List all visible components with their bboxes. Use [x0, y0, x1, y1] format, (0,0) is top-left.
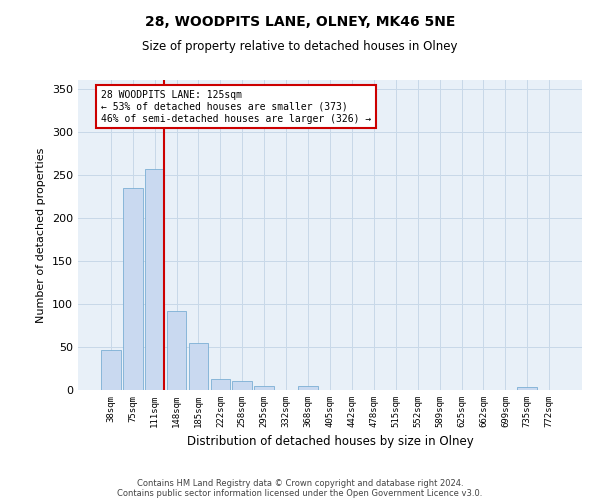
Bar — [145, 168, 164, 390]
X-axis label: Distribution of detached houses by size in Olney: Distribution of detached houses by size … — [187, 436, 473, 448]
Bar — [188, 342, 208, 390]
Bar — [211, 379, 230, 390]
Text: Contains public sector information licensed under the Open Government Licence v3: Contains public sector information licen… — [118, 488, 482, 498]
Bar — [123, 188, 143, 390]
Bar — [232, 382, 252, 390]
Text: 28, WOODPITS LANE, OLNEY, MK46 5NE: 28, WOODPITS LANE, OLNEY, MK46 5NE — [145, 15, 455, 29]
Bar — [167, 311, 187, 390]
Bar — [298, 386, 318, 390]
Bar — [517, 388, 537, 390]
Y-axis label: Number of detached properties: Number of detached properties — [37, 148, 46, 322]
Text: 28 WOODPITS LANE: 125sqm
← 53% of detached houses are smaller (373)
46% of semi-: 28 WOODPITS LANE: 125sqm ← 53% of detach… — [101, 90, 371, 124]
Text: Size of property relative to detached houses in Olney: Size of property relative to detached ho… — [142, 40, 458, 53]
Bar — [254, 386, 274, 390]
Text: Contains HM Land Registry data © Crown copyright and database right 2024.: Contains HM Land Registry data © Crown c… — [137, 478, 463, 488]
Bar — [101, 350, 121, 390]
